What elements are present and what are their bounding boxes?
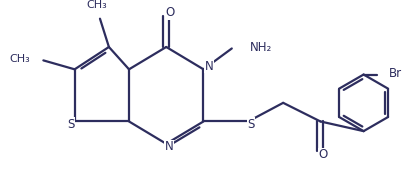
- Text: N: N: [165, 140, 173, 153]
- Text: N: N: [205, 60, 214, 73]
- Text: NH₂: NH₂: [250, 41, 272, 54]
- Text: O: O: [319, 148, 328, 161]
- Text: Br: Br: [389, 67, 402, 80]
- Text: CH₃: CH₃: [87, 0, 107, 10]
- Text: O: O: [165, 6, 175, 19]
- Text: S: S: [248, 118, 255, 131]
- Text: S: S: [67, 118, 74, 131]
- Text: CH₃: CH₃: [9, 54, 30, 64]
